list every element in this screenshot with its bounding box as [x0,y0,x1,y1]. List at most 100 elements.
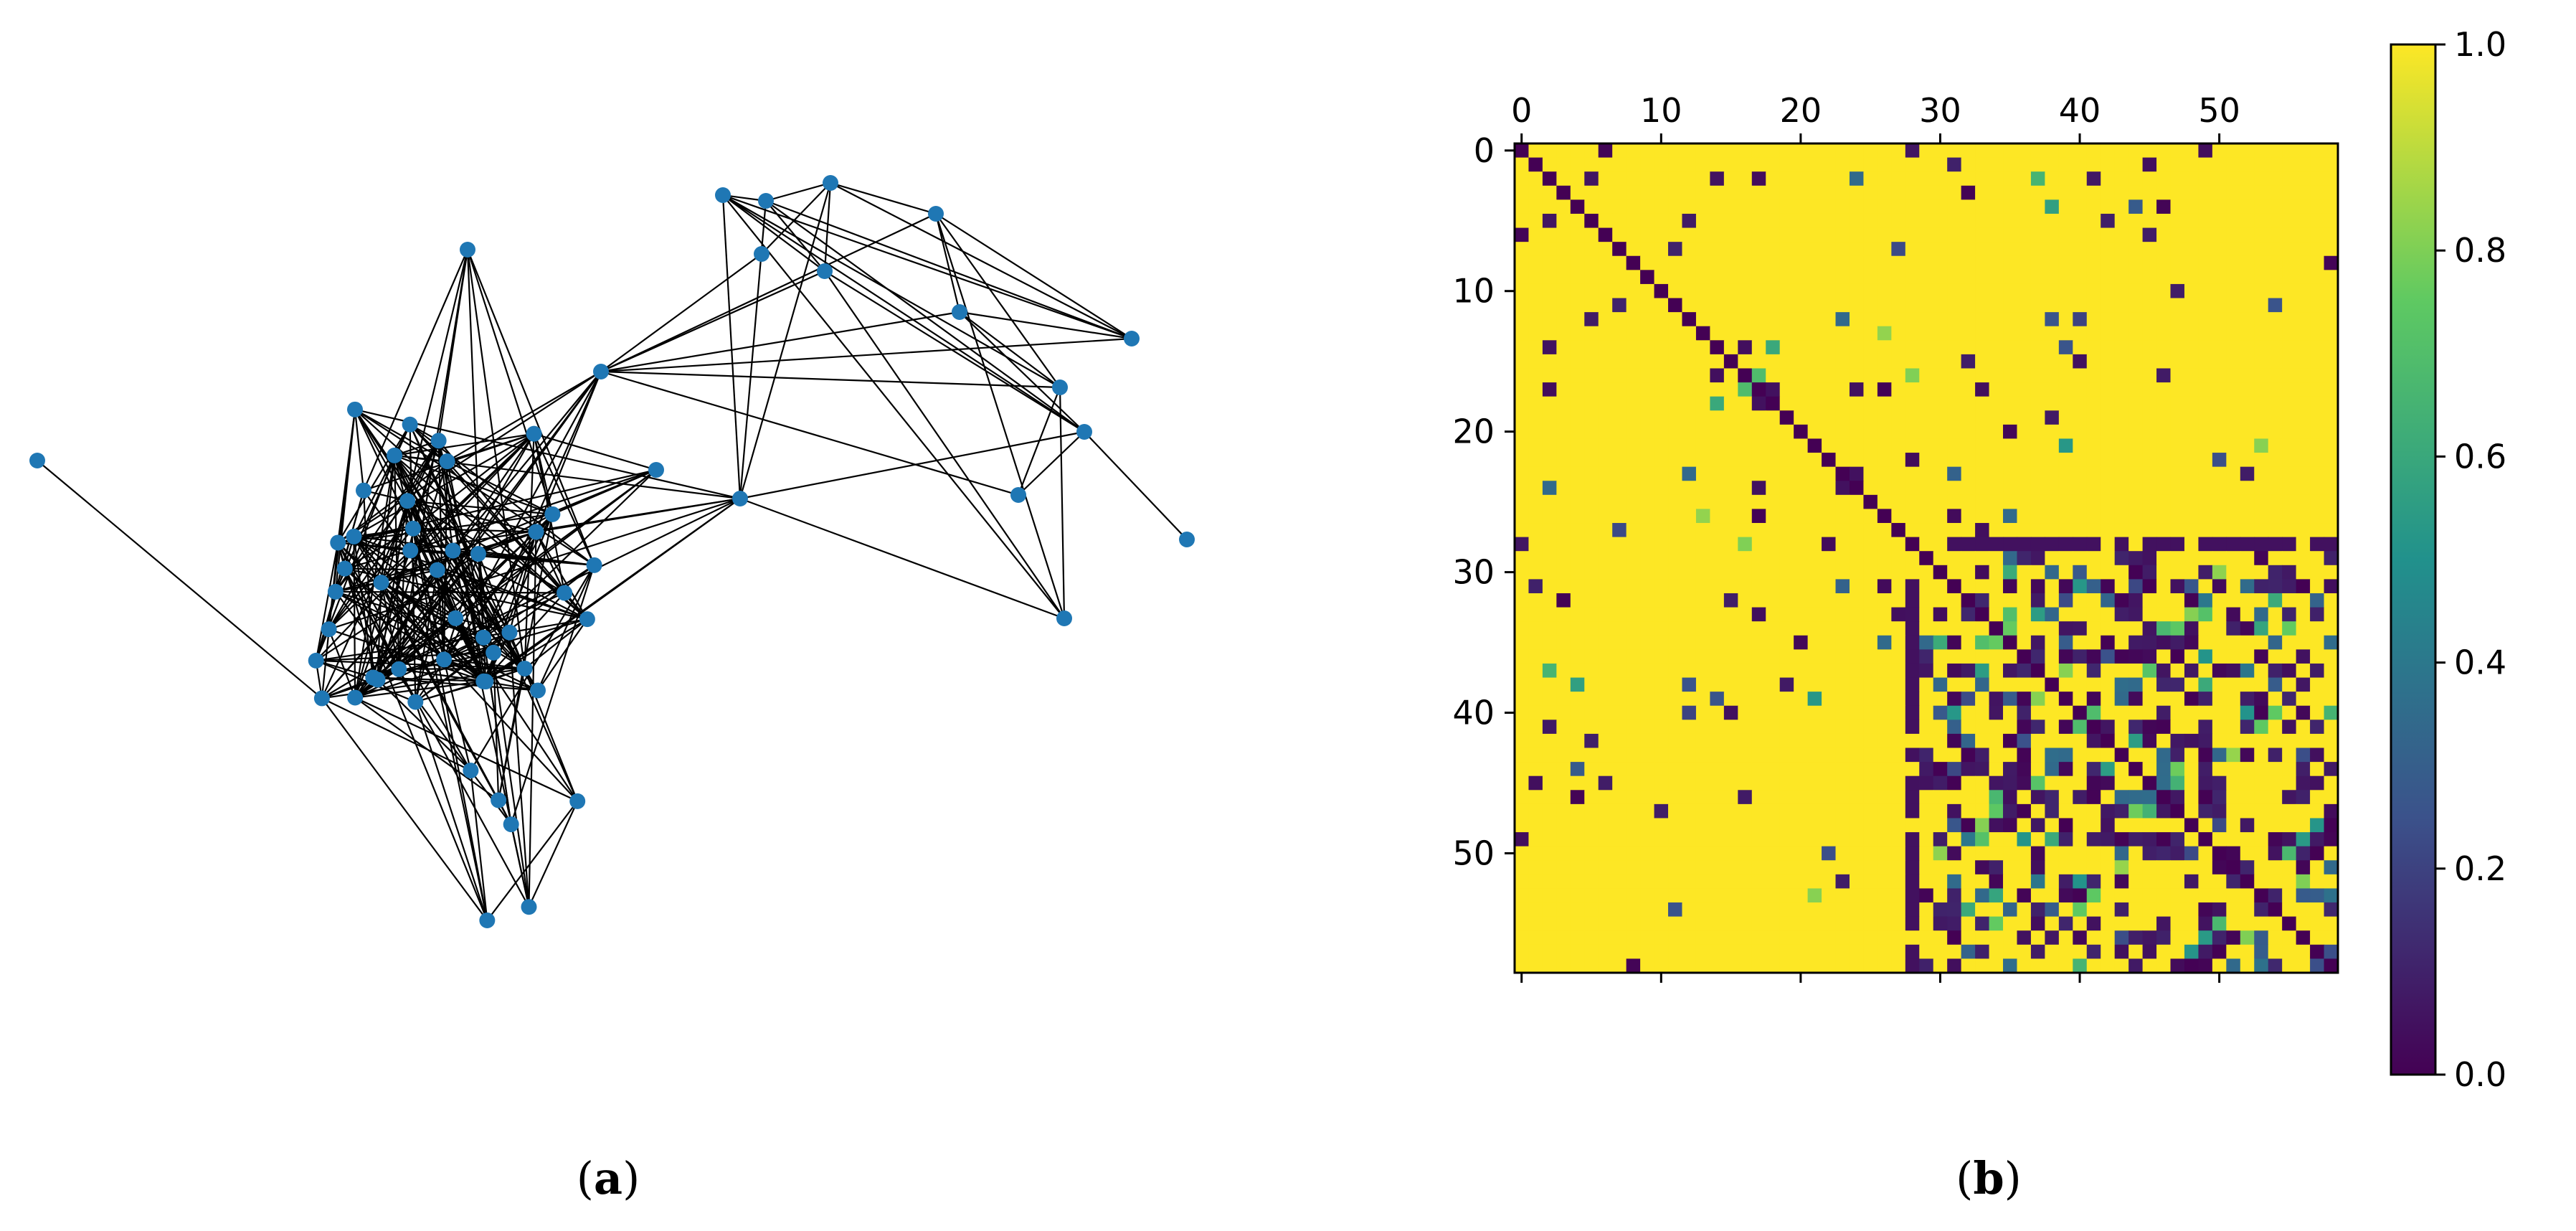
heatmap-cell [1919,523,1934,538]
heatmap-cell [1905,832,1920,847]
heatmap-cell [1682,481,1697,496]
heatmap-cell [1779,523,1794,538]
heatmap-cell [2086,635,2101,650]
heatmap-cell [1877,185,1892,200]
heatmap-cell [1947,607,1962,622]
heatmap-cell [1766,481,1781,496]
heatmap-cell [2086,410,2101,425]
heatmap-cell [2045,326,2060,341]
heatmap-cell [1668,874,1683,890]
heatmap-cell [1989,846,2004,861]
heatmap-cell [2128,523,2144,538]
heatmap-cell [1751,242,1766,257]
heatmap-cell [1654,453,1669,468]
heatmap-cell [1626,692,1641,707]
heatmap-cell [1891,860,1906,875]
heatmap-cell [1947,874,1962,890]
heatmap-cell [1612,888,1627,903]
heatmap-cell [1919,579,1934,594]
heatmap-cell [1794,677,1809,692]
heatmap-cell [2268,874,2283,890]
heatmap-cell [2128,944,2144,960]
heatmap-cell [2045,846,2060,861]
heatmap-cell [1570,775,1585,791]
heatmap-cell [1975,663,1990,679]
heatmap-cell [2282,958,2297,973]
heatmap-cell [1598,958,1613,973]
heatmap-cell [1822,790,1837,805]
heatmap-cell [1626,283,1641,299]
heatmap-cell [2142,832,2157,847]
heatmap-cell [1766,832,1781,847]
heatmap-cell [2184,382,2199,397]
graph-node [460,242,475,258]
heatmap-cell [1542,803,1557,819]
heatmap-cell [1919,410,1934,425]
heatmap-cell [1738,143,1753,159]
heatmap-cell [2142,733,2157,749]
heatmap-cell [2073,832,2088,847]
heatmap-cell [1515,171,1530,187]
heatmap-cell [1779,705,1794,720]
heatmap-cell [1947,298,1962,313]
heatmap-cell [2086,283,2101,299]
heatmap-cell [1766,326,1781,341]
heatmap-cell [2254,663,2269,679]
heatmap-cell [2003,171,2018,187]
graph-node [439,453,455,470]
graph-edge [398,249,469,669]
heatmap-cell [2058,930,2073,945]
heatmap-cell [1919,874,1934,890]
heatmap-cell [1835,846,1850,861]
heatmap-cell [2198,930,2213,945]
heatmap-cell [2017,270,2032,285]
heatmap-cell [1794,762,1809,777]
heatmap-cell [1598,396,1613,411]
heatmap-cell [2128,762,2144,777]
heatmap-cell [1528,199,1543,214]
heatmap-cell [2003,930,2018,945]
heatmap-cell [1822,551,1837,566]
heatmap-cell [2142,635,2157,650]
heatmap-cell [1515,607,1530,622]
heatmap-cell [1849,692,1865,707]
heatmap-cell [2310,185,2325,200]
heatmap-cell [1584,832,1599,847]
heatmap-cell [1515,382,1530,397]
heatmap-cell [1640,621,1655,636]
heatmap-cell [2226,705,2241,720]
heatmap-cell [1835,509,1850,524]
heatmap-cell [1835,874,1850,890]
heatmap-cell [1933,593,1948,608]
heatmap-cell [1835,832,1850,847]
heatmap-cell [1891,733,1906,749]
heatmap-cell [1723,466,1738,481]
heatmap-cell [1570,790,1585,805]
heatmap-cell [2170,523,2185,538]
heatmap-cell [1598,944,1613,960]
heatmap-cell [2017,494,2032,510]
heatmap-cell [1989,762,2004,777]
heatmap-cell [2030,621,2045,636]
heatmap-cell [1849,255,1865,270]
heatmap-cell [2184,213,2199,229]
heatmap-cell [2240,649,2255,664]
heatmap-cell [2156,509,2172,524]
heatmap-cell [1710,649,1725,664]
heatmap-cell [2282,242,2297,257]
heatmap-cell [1668,298,1683,313]
heatmap-cell [1723,944,1738,960]
heatmap-cell [2254,775,2269,791]
heatmap-cell [2226,157,2241,172]
heatmap-cell [2184,396,2199,411]
heatmap-cell [1849,565,1865,580]
heatmap-cell [2268,340,2283,355]
heatmap-cell [2128,733,2144,749]
heatmap-cell [2268,790,2283,805]
heatmap-cell [1905,368,1920,383]
heatmap-cell [1528,902,1543,918]
graph-edge [509,618,588,633]
heatmap-cell [1863,705,1878,720]
heatmap-cell [1891,368,1906,383]
heatmap-cell [1626,326,1641,341]
